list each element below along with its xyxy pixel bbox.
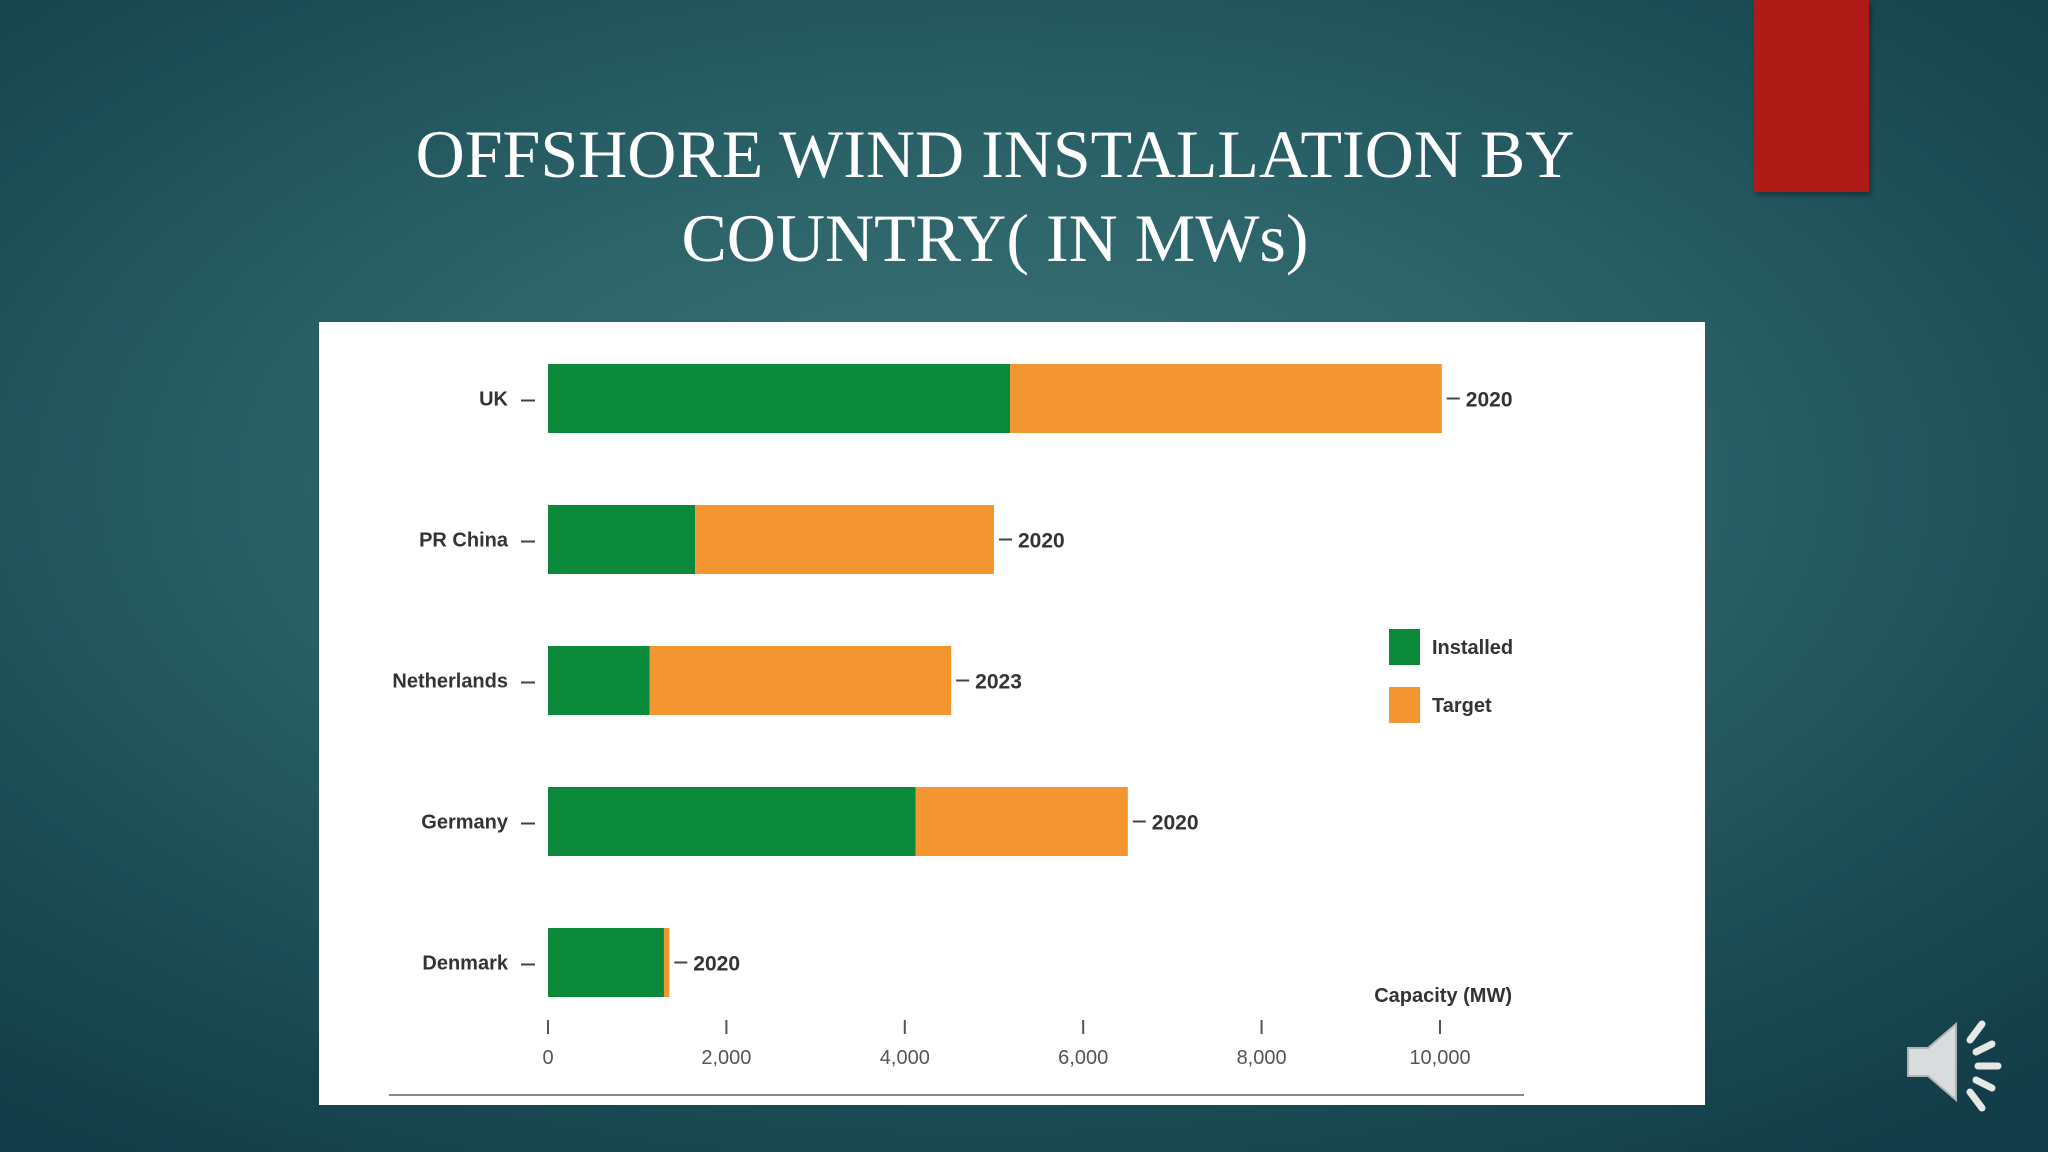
x-tick-label: 2,000 [701,1047,751,1069]
bar-installed [548,505,696,574]
category-label: Germany [421,812,509,834]
bar-chart: UK 2020 PR China 2020 Netherlands 2023 Germany… [389,364,1524,1096]
bar-installed [548,364,1011,433]
x-tick-label: 8,000 [1237,1047,1287,1069]
bar-target [915,787,1128,856]
legend-label: Installed [1432,637,1513,659]
target-year-label: 2020 [1466,389,1513,412]
x-tick-label: 4,000 [880,1047,930,1069]
category-label: UK [479,389,508,411]
bar-target [1010,364,1442,433]
bar-target [695,505,994,574]
bar-installed [548,787,916,856]
category-label: Netherlands [392,671,508,693]
bar-target [649,646,952,715]
x-tick-label: 10,000 [1409,1047,1470,1069]
category-label: Denmark [422,953,508,975]
legend-swatch-installed [1389,629,1420,665]
bar-installed [548,928,664,997]
legend-label: Target [1432,695,1492,717]
accent-tab [1754,0,1869,192]
target-year-label: 2020 [693,953,740,976]
bar-target [663,928,670,997]
target-year-label: 2023 [975,671,1022,694]
legend-swatch-target [1389,687,1420,723]
x-tick-label: 6,000 [1058,1047,1108,1069]
slide-title: OFFSHORE WIND INSTALLATION BY COUNTRY( I… [415,116,1575,276]
x-tick-label: 0 [542,1047,553,1069]
x-axis-title: Capacity (MW) [1374,985,1512,1007]
chart-panel: UK 2020 PR China 2020 Netherlands 2023 Germany… [319,322,1705,1105]
speaker-icon[interactable] [1904,1012,2010,1117]
target-year-label: 2020 [1152,812,1199,835]
category-label: PR China [419,530,509,552]
target-year-label: 2020 [1018,530,1065,553]
bar-installed [548,646,650,715]
